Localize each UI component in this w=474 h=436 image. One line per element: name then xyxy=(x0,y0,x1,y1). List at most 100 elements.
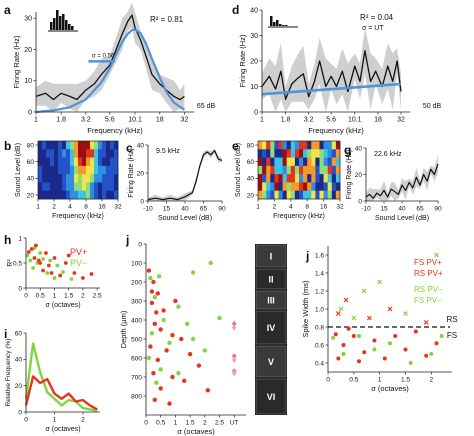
layer-label: V xyxy=(268,357,274,367)
heatmap-cell xyxy=(319,190,324,200)
heatmap-cell xyxy=(282,182,287,192)
y-tick-label: 100 xyxy=(131,260,142,267)
heatmap-cell xyxy=(303,174,308,183)
x-tick-label: 90 xyxy=(218,206,226,213)
heatmap-cell xyxy=(274,141,279,150)
heatmap-cell xyxy=(46,157,51,167)
heatmap-cell xyxy=(319,141,324,150)
heatmap-cell xyxy=(62,141,67,150)
heatmap-cell xyxy=(286,165,292,175)
y-tick-label: 300 xyxy=(131,298,142,305)
heatmap-cell xyxy=(315,141,320,150)
point-pv-minus xyxy=(48,258,53,263)
heatmap-cell xyxy=(278,165,283,175)
heatmap-cell xyxy=(274,165,279,175)
x-axis-label: σ (octaves) xyxy=(45,426,80,433)
heatmap-cell xyxy=(266,182,271,192)
heatmap-cell xyxy=(38,149,43,158)
y-tick-label: 40 xyxy=(15,357,23,364)
heatmap-cell xyxy=(110,141,115,150)
x-tick-label: 0 xyxy=(24,293,28,300)
heatmap-cell xyxy=(110,174,115,183)
heatmap-cell xyxy=(335,157,341,167)
x-tick-label: 65 xyxy=(200,206,208,213)
point-pv-minus xyxy=(55,263,60,268)
heatmap-cell xyxy=(94,182,99,192)
heatmap-cell xyxy=(290,174,296,183)
heatmap-cell xyxy=(327,174,333,183)
heatmap-cell xyxy=(274,174,279,183)
heatmap-cell xyxy=(303,157,308,167)
heatmap-cell xyxy=(82,141,87,150)
point-fs-pv-plus xyxy=(357,359,361,364)
heatmap-cell xyxy=(299,165,304,175)
layer-box xyxy=(255,290,287,310)
heatmap-cell xyxy=(106,157,111,167)
annotation: 50 dB xyxy=(423,103,442,110)
x-tick-label: 1 xyxy=(53,293,57,300)
heatmap-cell xyxy=(70,165,75,175)
heatmap-cell xyxy=(62,149,67,158)
heatmap-cell xyxy=(74,141,79,150)
heatmap-cell xyxy=(114,182,119,192)
x-tick-label: 2 xyxy=(203,420,207,427)
point-pv-plus xyxy=(38,261,43,265)
point-pv-plus xyxy=(170,333,175,338)
heatmap-cell xyxy=(315,174,320,183)
heatmap-cell xyxy=(70,141,75,150)
heatmap-cell xyxy=(82,157,87,167)
heatmap-cell xyxy=(266,149,271,158)
panel-i: j 0 0.5 1 1.5 2 2.5 UT 0 100 200 300 400 500 600 700 800… xyxy=(119,233,287,436)
panel-j: j RS FS 0 0.5 1 1.5 2 0.4 0.6 0.8 1.0 1.2 1.4 1.6 σ (oc… xyxy=(301,246,458,393)
heatmap-cell xyxy=(106,182,111,192)
heatmap-cell xyxy=(311,174,316,183)
x-tick-label: 1.5 xyxy=(64,293,73,300)
heatmap-cell xyxy=(58,190,63,200)
heatmap-cell xyxy=(335,149,341,158)
heatmap-cell xyxy=(282,157,287,167)
inset-bar xyxy=(62,14,65,30)
heatmap-cell xyxy=(62,190,67,200)
y-axis-label: R² xyxy=(7,259,14,267)
panel-e: e 1 2 4 8 16 32 20 40 60 80 Frequency (kHz) Sound Le… xyxy=(232,139,344,220)
heatmap-cell xyxy=(66,174,71,183)
x-tick-label: 2 xyxy=(81,293,85,300)
point-pv-minus xyxy=(190,336,196,342)
heatmap-cell xyxy=(270,141,275,150)
heatmap-cell xyxy=(262,182,267,192)
heatmap-cell xyxy=(78,165,83,175)
heatmap-cell xyxy=(74,190,79,200)
y-tick-label: 40 xyxy=(355,145,363,152)
heatmap-cell xyxy=(114,174,119,183)
tuning-curve-fit xyxy=(35,28,186,114)
inset-bar xyxy=(50,22,53,30)
heatmap-cell xyxy=(303,182,308,192)
heatmap-cell xyxy=(50,190,55,200)
point-untuned xyxy=(231,370,237,377)
x-axis-label: Sound Level (dB) xyxy=(375,215,429,222)
heatmap-cell xyxy=(78,190,83,200)
heatmap-cell xyxy=(319,174,324,183)
annotation: 22.6 kHz xyxy=(374,151,402,158)
heatmap-cell xyxy=(282,174,287,183)
point-fs-pv-plus xyxy=(424,353,429,358)
heatmap-cell xyxy=(114,141,119,150)
heatmap-cell xyxy=(258,174,263,183)
point-pv-plus xyxy=(179,336,184,342)
y-tick-label: 400 xyxy=(131,317,142,324)
point-pv-plus xyxy=(63,261,68,265)
point-pv-plus xyxy=(58,273,63,278)
heatmap-cell xyxy=(335,165,341,175)
heatmap-cell xyxy=(110,149,115,158)
point-pv-minus xyxy=(154,380,159,385)
x-tick-label: 1.5 xyxy=(186,420,195,427)
layer-label: VI xyxy=(267,392,276,402)
y-tick-label: 1.4 xyxy=(315,270,324,277)
heatmap-cell xyxy=(258,182,263,192)
heatmap-cell xyxy=(274,157,279,167)
heatmap-cell xyxy=(58,149,63,158)
heatmap-cell xyxy=(331,174,337,183)
layer-box xyxy=(255,268,287,290)
heatmap-cell xyxy=(258,141,263,150)
x-tick-label: 2 xyxy=(273,204,277,211)
